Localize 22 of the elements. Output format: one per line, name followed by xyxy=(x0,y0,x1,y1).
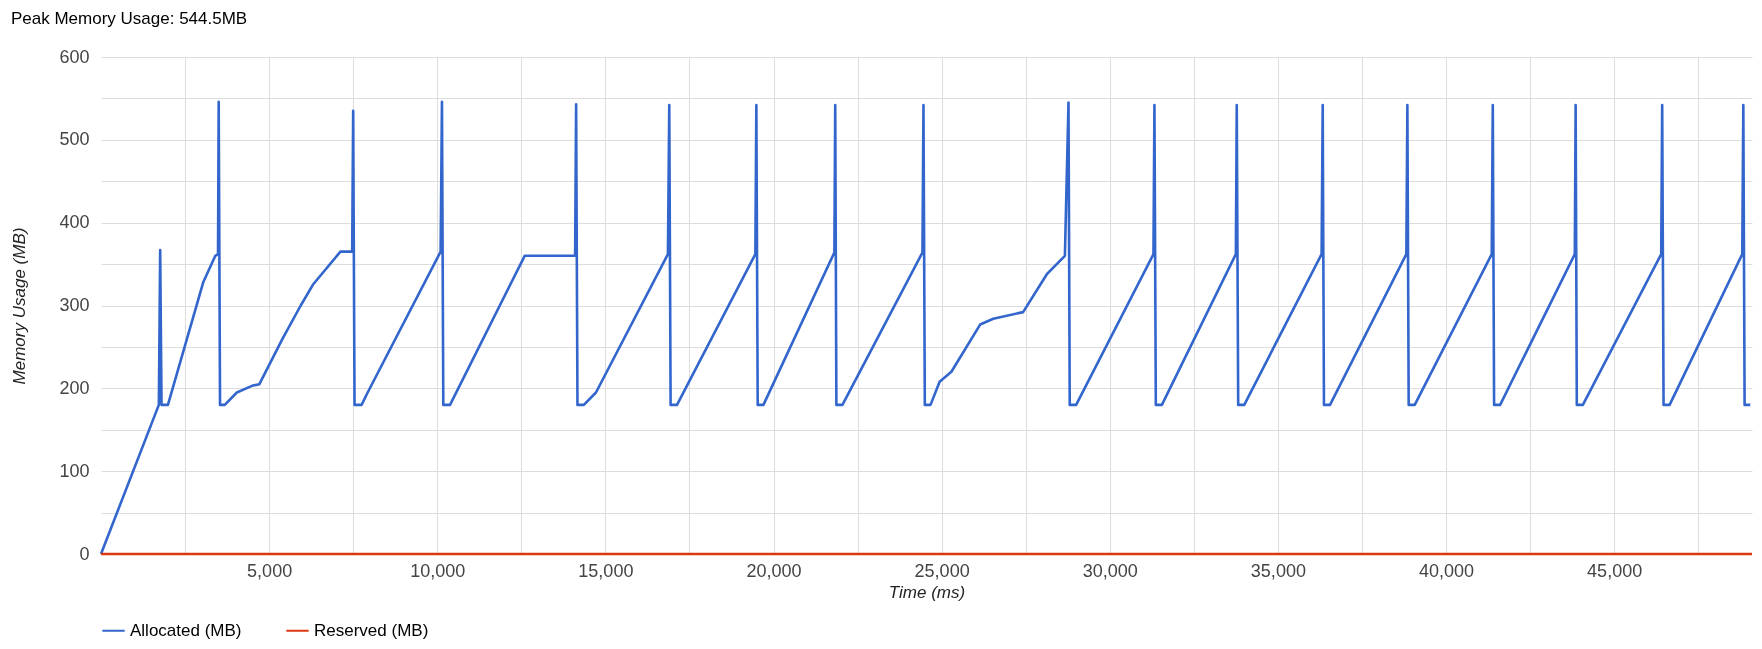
x-tick-label: 5,000 xyxy=(247,560,293,581)
legend-label: Allocated (MB) xyxy=(130,620,242,640)
y-tick-label: 300 xyxy=(59,295,90,315)
y-tick-label: 400 xyxy=(59,212,90,233)
x-axis-title: Time (ms) xyxy=(888,582,966,602)
line-series xyxy=(99,100,1752,556)
x-tick-label: 10,000 xyxy=(410,560,466,581)
x-tick-label: 15,000 xyxy=(578,560,634,581)
x-tick-label: 25,000 xyxy=(914,560,970,581)
y-axis-title: Memory Usage (MB) xyxy=(10,227,30,385)
y-tick-label: 500 xyxy=(59,129,90,150)
x-tick-label: 35,000 xyxy=(1250,560,1306,581)
y-tick-label: 600 xyxy=(59,46,90,67)
legend-label: Reserved (MB) xyxy=(314,620,429,640)
x-tick-label: 20,000 xyxy=(746,560,802,581)
chart-title: Peak Memory Usage: 544.5MB xyxy=(10,9,248,28)
x-tick-label: 45,000 xyxy=(1587,560,1643,581)
y-tick-label: 100 xyxy=(59,460,90,481)
y-tick-label: 0 xyxy=(79,543,90,564)
y-tick-label: 200 xyxy=(59,377,90,398)
x-tick-label: 30,000 xyxy=(1082,560,1138,581)
x-tick-label: 40,000 xyxy=(1418,560,1475,581)
